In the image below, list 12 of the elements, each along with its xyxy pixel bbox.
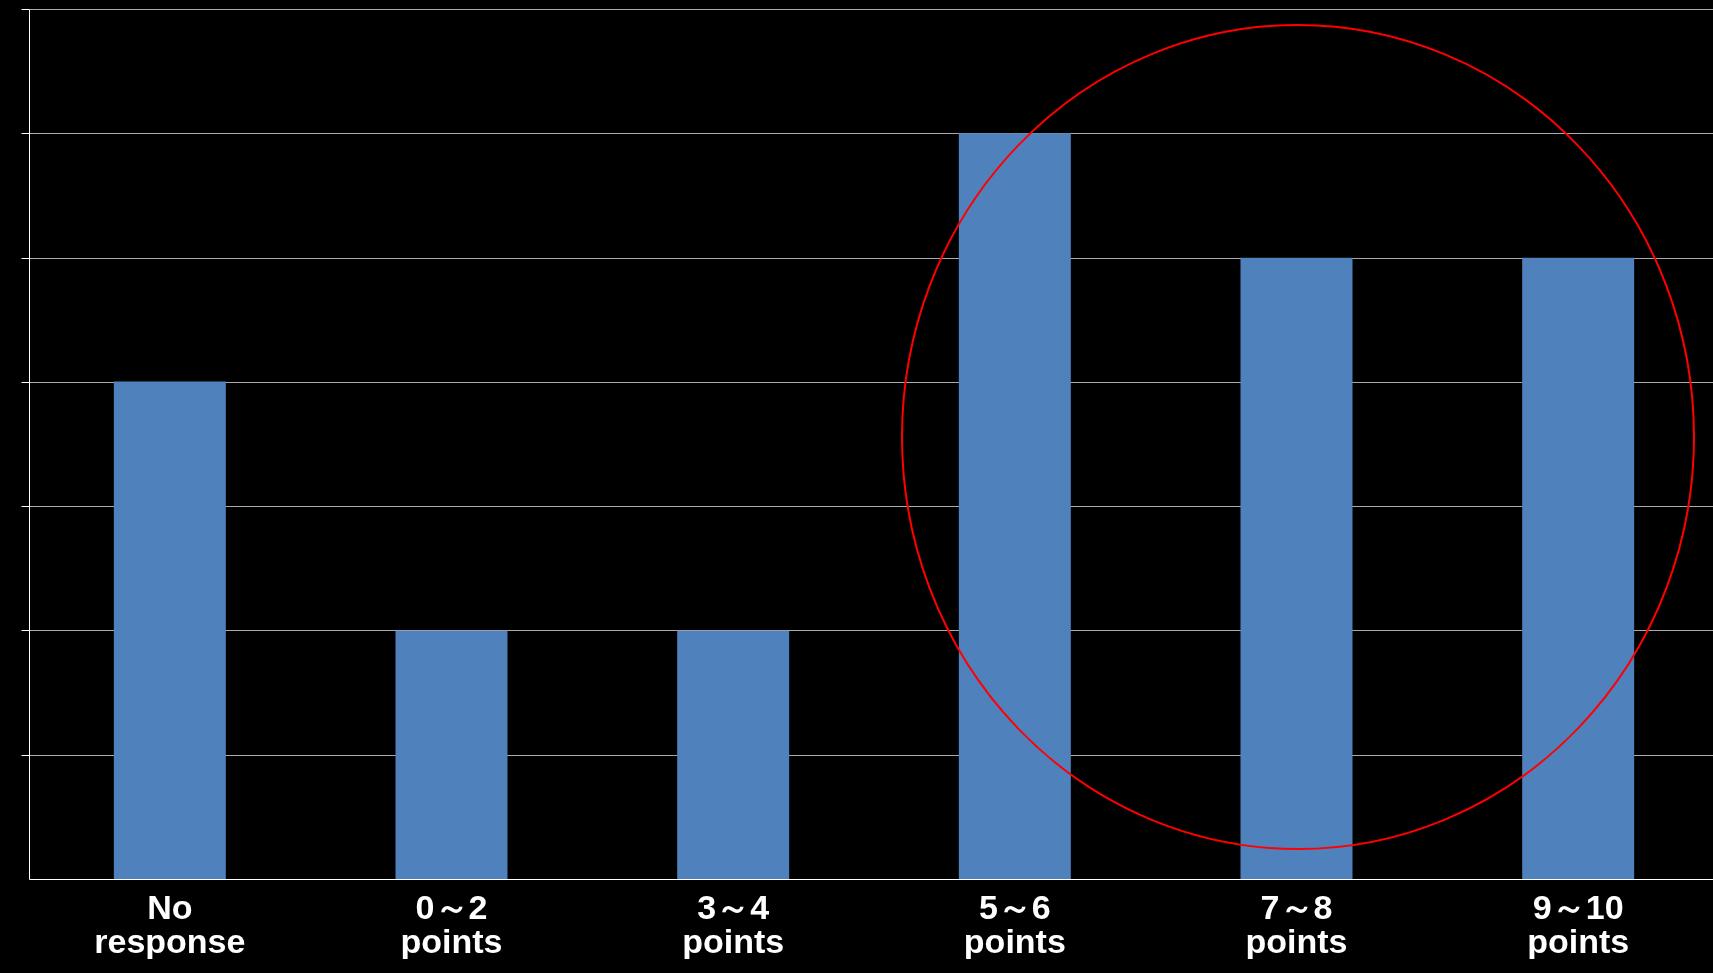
bar — [958, 133, 1071, 879]
bar — [1522, 257, 1635, 879]
bar — [1240, 257, 1353, 879]
bar — [113, 381, 226, 879]
bar — [395, 630, 508, 879]
x-tick-label: 7～8 points — [1245, 887, 1348, 960]
x-tick-label: 5～6 points — [963, 887, 1066, 960]
bar — [677, 630, 790, 879]
x-tick-label: 3～4 points — [682, 887, 785, 960]
x-tick-label: 9～10 points — [1527, 887, 1630, 960]
x-tick-label: No response — [94, 887, 246, 960]
x-tick-label: 0～2 points — [400, 887, 503, 960]
